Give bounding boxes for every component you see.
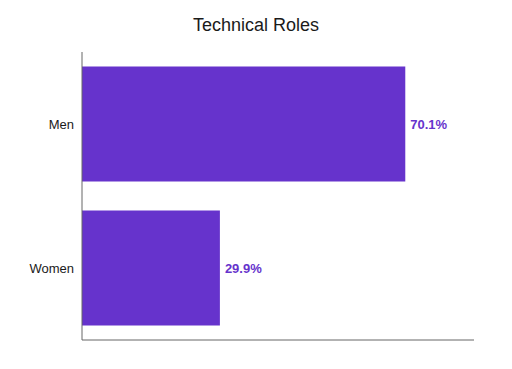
html-text:Technical Roles: Technical Roles [193,15,319,35]
svg-text:Women: Women [29,261,74,276]
svg-text:29.9%: 29.9% [225,261,262,276]
svg-text:Men: Men [49,117,74,132]
svg-text:70.1%: 70.1% [410,117,447,132]
